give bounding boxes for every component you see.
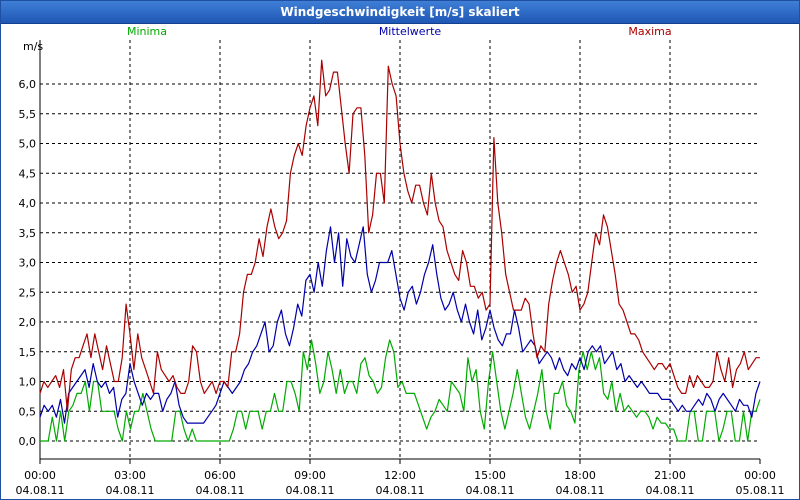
- plot-grid: [40, 40, 760, 459]
- x-tick-time: 09:00: [294, 469, 326, 482]
- x-tick-date: 04.08.11: [16, 484, 65, 497]
- y-tick-label: 1,0: [19, 376, 37, 389]
- legend: Minima Mittelwerte Maxima: [127, 25, 672, 38]
- x-tick-date: 04.08.11: [286, 484, 335, 497]
- x-tick-time: 06:00: [204, 469, 236, 482]
- x-tick-time: 15:00: [474, 469, 506, 482]
- y-tick-label: 5,5: [19, 108, 37, 121]
- window-title: Windgeschwindigkeit [m/s] skaliert: [280, 5, 520, 19]
- x-tick-date: 04.08.11: [376, 484, 425, 497]
- series-line-minima: [40, 339, 761, 442]
- y-tick-label: 0,5: [19, 405, 37, 418]
- series-lines: [39, 59, 761, 442]
- y-tick-label: 2,5: [19, 286, 37, 299]
- legend-item-minima: Minima: [127, 25, 167, 38]
- x-tick-date: 04.08.11: [556, 484, 605, 497]
- y-tick-label: 4,5: [19, 167, 37, 180]
- x-tick-date: 04.08.11: [466, 484, 515, 497]
- plot-axes: [39, 40, 761, 464]
- x-axis-ticks: 00:00 04.08.11 03:00 04.08.11 06:00 04.08.11 0…: [16, 469, 785, 497]
- y-tick-label: 5,0: [19, 138, 37, 151]
- x-tick-date: 05.08.11: [736, 484, 785, 497]
- y-tick-label: 3,0: [19, 257, 37, 270]
- x-tick-time: 00:00: [744, 469, 776, 482]
- x-tick-time: 21:00: [654, 469, 686, 482]
- x-tick-time: 03:00: [114, 469, 146, 482]
- x-tick-time: 12:00: [384, 469, 416, 482]
- y-tick-label: 0,0: [19, 435, 37, 448]
- legend-item-mittelwerte: Mittelwerte: [379, 25, 442, 38]
- y-tick-label: 6,0: [19, 78, 37, 91]
- y-axis-ticks: 0,0 0,5 1,0 1,5 2,0 2,5 3,0 3,5 4,0 4,5 5,0 5,5 6,0: [19, 78, 37, 448]
- legend-item-maxima: Maxima: [628, 25, 671, 38]
- y-tick-label: 3,5: [19, 227, 37, 240]
- y-axis-label: m/s: [23, 40, 43, 53]
- x-tick-time: 00:00: [24, 469, 56, 482]
- y-tick-label: 2,0: [19, 316, 37, 329]
- y-tick-label: 4,0: [19, 197, 37, 210]
- series-line-maxima: [39, 59, 760, 412]
- series-line-mittelwerte: [39, 226, 761, 424]
- x-tick-time: 18:00: [564, 469, 596, 482]
- window-titlebar: Windgeschwindigkeit [m/s] skaliert: [1, 1, 799, 24]
- y-tick-label: 1,5: [19, 346, 37, 359]
- x-tick-date: 04.08.11: [106, 484, 155, 497]
- x-tick-date: 04.08.11: [646, 484, 695, 497]
- x-tick-date: 04.08.11: [196, 484, 245, 497]
